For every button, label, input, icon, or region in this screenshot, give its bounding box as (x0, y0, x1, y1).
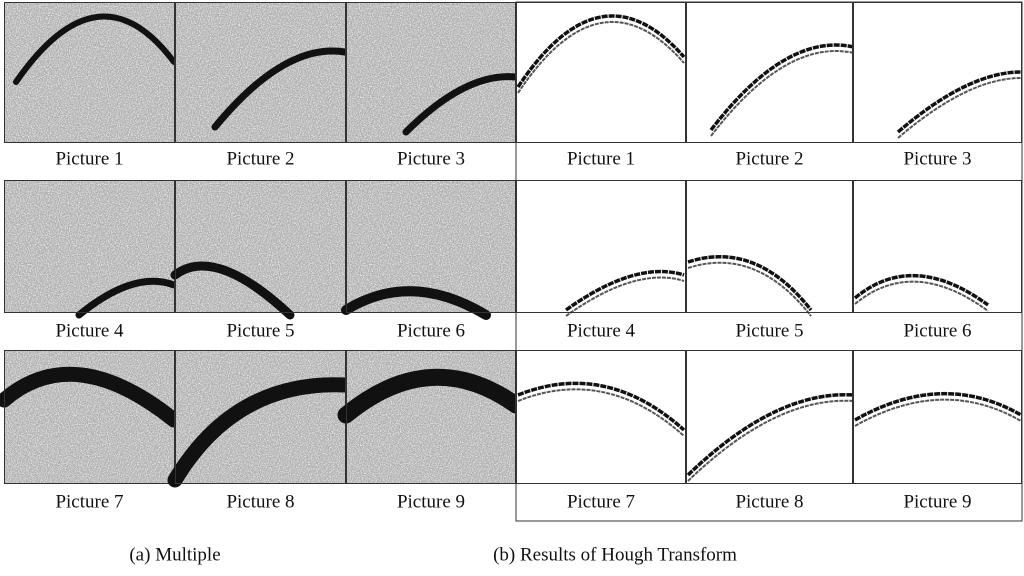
picture (516, 350, 686, 484)
picture (686, 350, 854, 484)
picture (853, 2, 1022, 143)
picture-label: Picture 7 (567, 491, 635, 512)
picture-background (686, 180, 853, 313)
picture-label: Picture 1 (55, 148, 123, 169)
picture-label: Picture 7 (55, 491, 123, 512)
picture-noise (4, 180, 175, 313)
picture (4, 350, 175, 484)
picture-label: Picture 2 (226, 148, 294, 169)
picture-background (853, 180, 1022, 313)
picture-noise (4, 2, 175, 143)
picture-label: Picture 2 (735, 148, 803, 169)
picture (4, 2, 175, 143)
panel-caption: (a) Multiple (129, 544, 220, 565)
picture (686, 2, 854, 143)
picture-label: Picture 6 (397, 320, 465, 341)
picture-noise (175, 350, 346, 484)
picture-noise (175, 2, 346, 143)
picture-label: Picture 6 (903, 320, 971, 341)
picture-background (853, 2, 1022, 143)
picture-background (853, 350, 1022, 484)
picture-label: Picture 4 (55, 320, 124, 341)
picture-background (686, 2, 853, 143)
picture (175, 2, 346, 143)
picture (853, 350, 1022, 484)
picture (175, 180, 346, 315)
picture-label: Picture 5 (735, 320, 803, 341)
picture-label: Picture 4 (567, 320, 636, 341)
picture-label: Picture 8 (735, 491, 803, 512)
picture (175, 350, 346, 484)
figure: Picture 1 Picture 2 Picture 3 Picture 4 Pict… (0, 0, 1024, 576)
picture-background (686, 350, 853, 484)
picture (516, 180, 686, 316)
picture-background (516, 350, 686, 484)
picture (346, 2, 516, 143)
picture-noise (346, 2, 516, 143)
picture-label: Picture 8 (226, 491, 294, 512)
picture-label: Picture 9 (903, 491, 971, 512)
picture (516, 2, 686, 143)
picture (346, 180, 516, 315)
picture-label: Picture 1 (567, 148, 635, 169)
panel-caption: (b) Results of Hough Transform (493, 544, 737, 565)
picture-background (516, 180, 686, 313)
page: Picture 1 Picture 2 Picture 3 Picture 4 Pict… (0, 0, 1024, 576)
picture (853, 180, 1022, 313)
picture-label: Picture 3 (397, 148, 465, 169)
picture-label: Picture 9 (397, 491, 465, 512)
picture (346, 350, 516, 484)
picture-label: Picture 5 (226, 320, 294, 341)
picture (4, 180, 175, 315)
picture-label: Picture 3 (903, 148, 971, 169)
picture (686, 180, 853, 316)
